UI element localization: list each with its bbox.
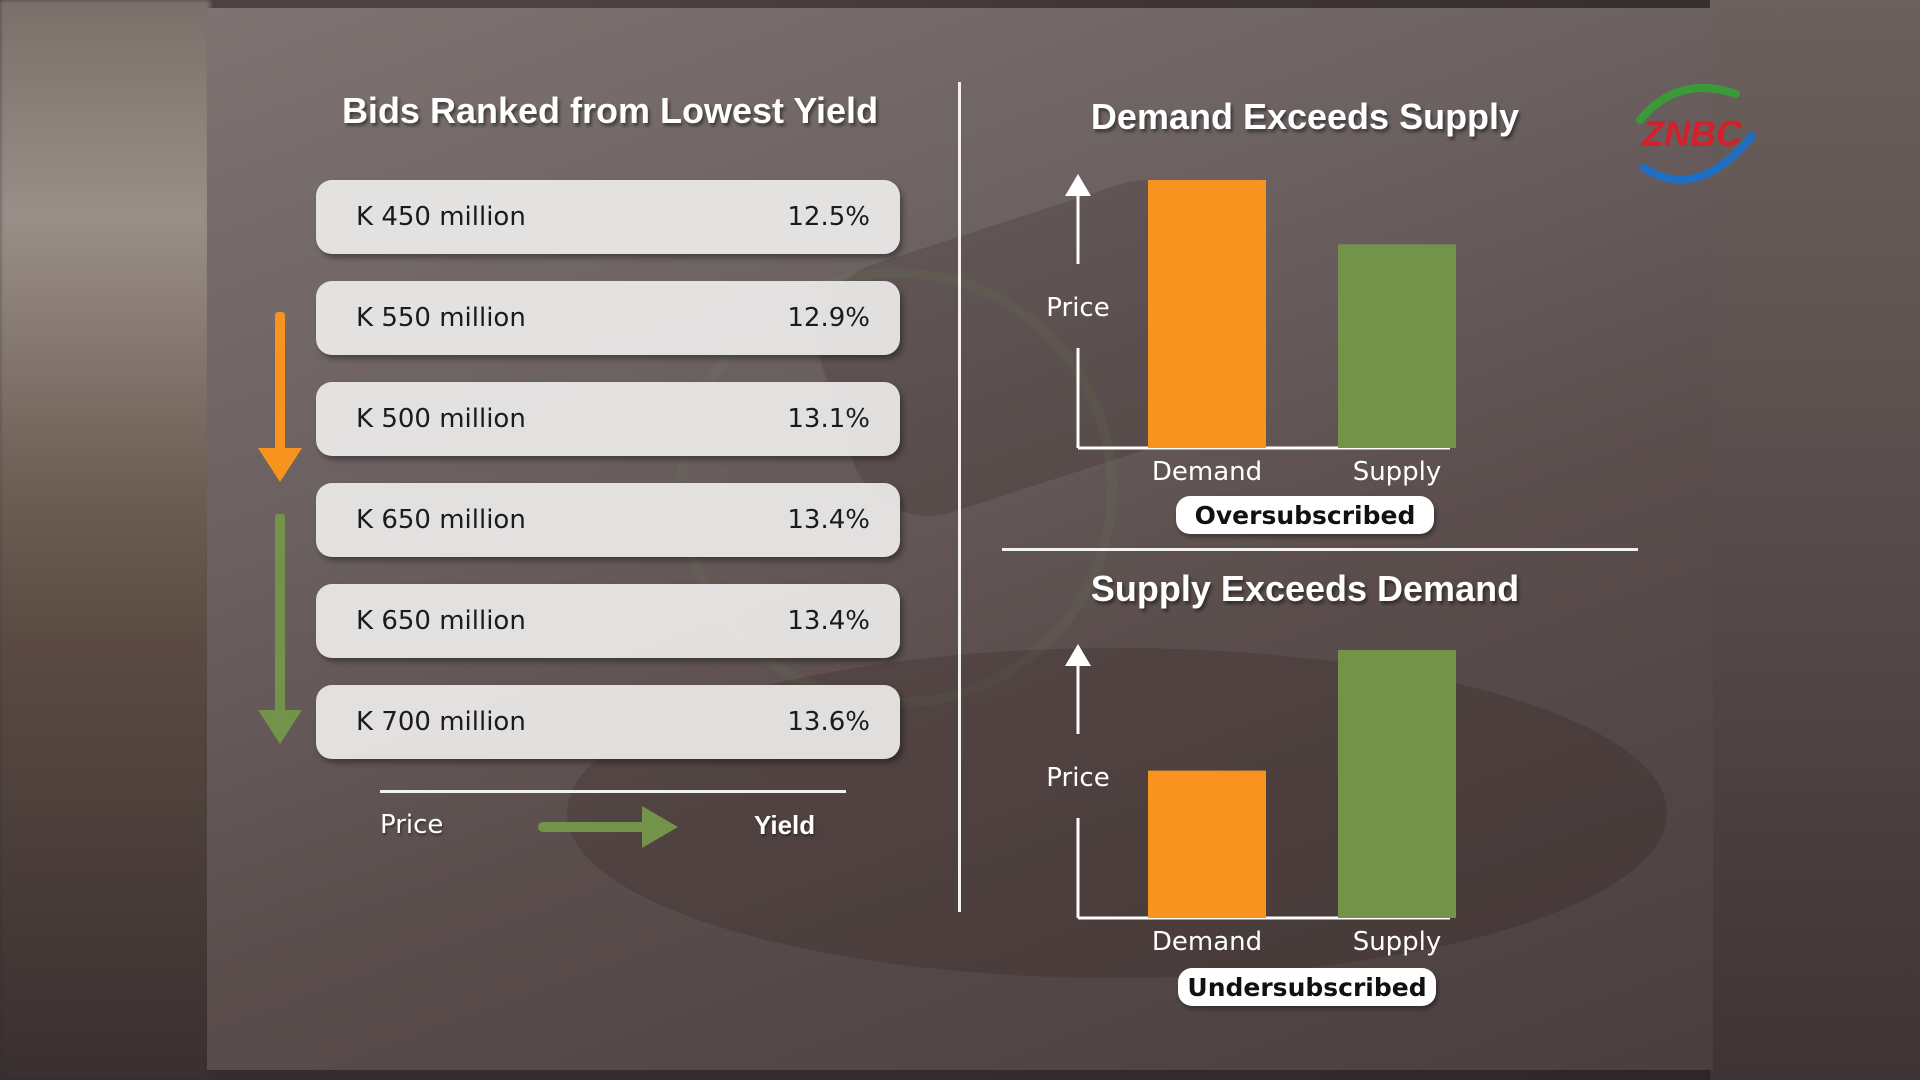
orange-down-arrow-icon xyxy=(258,312,302,482)
blurred-background-right xyxy=(1710,0,1920,1080)
bid-yield: 12.5% xyxy=(787,202,870,232)
undersubscribed-chart: Price Demand Supply xyxy=(1046,644,1456,957)
right-arrow-icon xyxy=(538,806,678,848)
bid-row: K 650 million 13.4% xyxy=(316,483,900,557)
x-tick-label: Demand xyxy=(1152,457,1262,487)
bid-amount: K 650 million xyxy=(356,606,526,636)
bar-demand xyxy=(1148,180,1266,448)
bid-yield: 12.9% xyxy=(787,303,870,333)
price-yield-axis-line xyxy=(380,790,846,793)
bid-row: K 500 million 13.1% xyxy=(316,382,900,456)
y-axis-arrow-icon xyxy=(1065,174,1091,196)
y-axis-arrow-icon xyxy=(1065,644,1091,666)
y-axis-label: Price xyxy=(1046,763,1109,793)
bar-supply xyxy=(1338,244,1456,448)
bid-row: K 450 million 12.5% xyxy=(316,180,900,254)
bid-amount: K 700 million xyxy=(356,707,526,737)
oversubscribed-badge: Oversubscribed xyxy=(1176,496,1434,534)
bid-row: K 700 million 13.6% xyxy=(316,685,900,759)
green-down-arrow-icon xyxy=(258,514,302,744)
blurred-background-left xyxy=(0,0,210,1080)
bid-amount: K 650 million xyxy=(356,505,526,535)
bar-demand xyxy=(1148,770,1266,918)
bid-amount: K 450 million xyxy=(356,202,526,232)
x-tick-label: Demand xyxy=(1152,927,1262,957)
bar-supply xyxy=(1338,650,1456,918)
chart-title-top: Demand Exceeds Supply xyxy=(1090,96,1520,137)
bid-amount: K 550 million xyxy=(356,303,526,333)
bid-amount: K 500 million xyxy=(356,404,526,434)
bid-row: K 550 million 12.9% xyxy=(316,281,900,355)
oversubscribed-chart: Price Demand Supply xyxy=(1046,174,1456,487)
bid-row: K 650 million 13.4% xyxy=(316,584,900,658)
bid-yield: 13.6% xyxy=(787,707,870,737)
price-axis-word: Price xyxy=(380,810,444,840)
chart-title-bottom: Supply Exceeds Demand xyxy=(1090,568,1520,609)
undersubscribed-badge: Undersubscribed xyxy=(1178,968,1436,1006)
bid-yield: 13.1% xyxy=(787,404,870,434)
bids-title: Bids Ranked from Lowest Yield xyxy=(341,90,879,131)
vertical-divider xyxy=(958,82,961,912)
bid-yield: 13.4% xyxy=(787,606,870,636)
logo-text: ZNBC xyxy=(1641,113,1743,154)
bid-yield: 13.4% xyxy=(787,505,870,535)
x-tick-label: Supply xyxy=(1353,457,1442,487)
horizontal-divider xyxy=(1002,548,1638,551)
znbc-logo: ZNBC xyxy=(1636,84,1756,184)
x-tick-label: Supply xyxy=(1353,927,1442,957)
y-axis-label: Price xyxy=(1046,293,1109,323)
yield-axis-word: Yield xyxy=(754,810,816,840)
